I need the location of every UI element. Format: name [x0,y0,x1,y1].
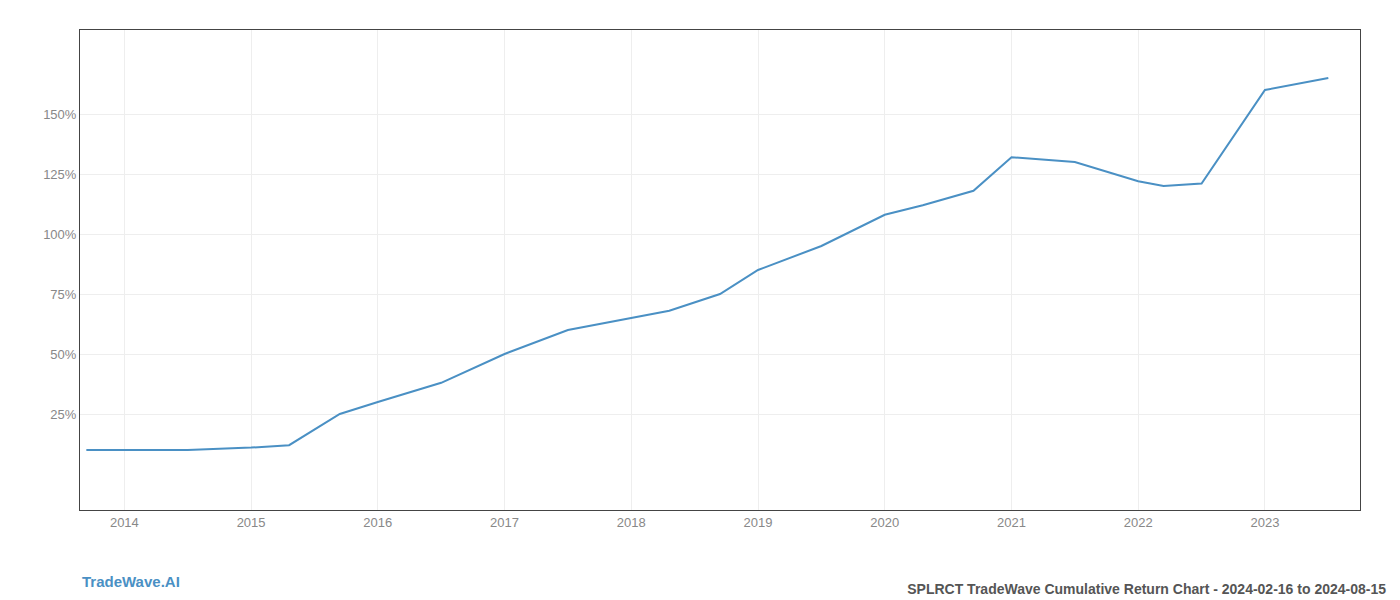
svg-text:2022: 2022 [1124,515,1153,530]
svg-text:2016: 2016 [363,515,392,530]
svg-text:75%: 75% [50,287,76,302]
svg-text:SPLRCT TradeWave Cumulative Re: SPLRCT TradeWave Cumulative Return Chart… [907,581,1386,597]
svg-text:2014: 2014 [110,515,139,530]
svg-text:2018: 2018 [617,515,646,530]
svg-text:100%: 100% [43,227,77,242]
svg-text:125%: 125% [43,167,77,182]
svg-text:TradeWave.AI: TradeWave.AI [82,573,180,590]
svg-text:2023: 2023 [1250,515,1279,530]
svg-text:2017: 2017 [490,515,519,530]
svg-text:2019: 2019 [744,515,773,530]
svg-text:150%: 150% [43,107,77,122]
svg-text:2020: 2020 [870,515,899,530]
svg-text:2021: 2021 [997,515,1026,530]
svg-text:2015: 2015 [237,515,266,530]
svg-text:50%: 50% [50,347,76,362]
svg-text:25%: 25% [50,407,76,422]
